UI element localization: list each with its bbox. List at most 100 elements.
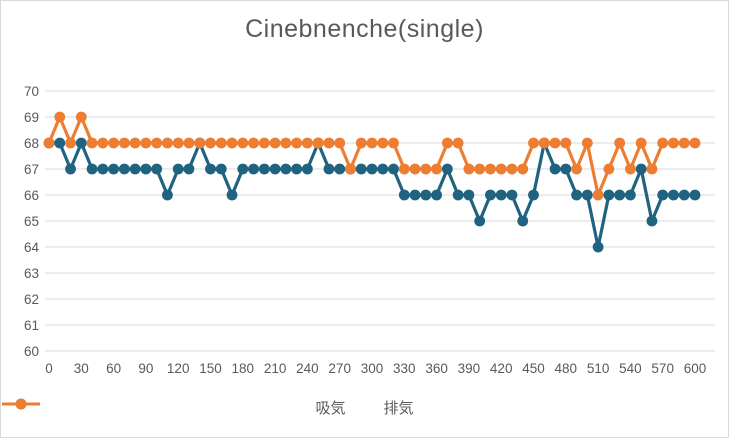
data-point — [129, 137, 141, 149]
data-point — [538, 137, 550, 149]
data-point — [140, 137, 152, 149]
y-tick-label: 66 — [24, 188, 39, 203]
data-point — [657, 189, 669, 201]
data-point — [398, 189, 410, 201]
y-tick-label: 62 — [24, 292, 39, 307]
x-tick-label: 300 — [361, 361, 384, 376]
data-point — [592, 241, 604, 253]
data-point — [668, 137, 679, 149]
x-tick-label: 210 — [264, 361, 287, 376]
data-point — [635, 163, 647, 175]
data-point — [625, 163, 636, 175]
data-point — [118, 163, 130, 175]
data-point — [398, 163, 410, 175]
data-point — [194, 137, 206, 149]
data-point — [549, 137, 561, 149]
data-point — [528, 137, 539, 149]
data-point — [291, 163, 303, 175]
data-point — [118, 137, 130, 149]
data-point — [355, 137, 367, 149]
data-point — [75, 111, 87, 123]
data-point — [560, 163, 572, 175]
y-tick-label: 67 — [24, 162, 39, 177]
x-tick-label: 480 — [555, 361, 578, 376]
data-point — [140, 163, 152, 175]
data-point — [323, 163, 335, 175]
data-point — [377, 163, 389, 175]
data-point — [312, 137, 324, 149]
data-point — [97, 163, 109, 175]
data-point — [528, 189, 539, 201]
data-point — [646, 215, 658, 227]
data-point — [614, 137, 626, 149]
data-point — [151, 163, 163, 175]
data-point — [291, 137, 303, 149]
data-point — [258, 163, 270, 175]
y-tick-label: 70 — [24, 84, 39, 99]
data-point — [614, 189, 626, 201]
data-point — [366, 137, 378, 149]
data-point — [355, 163, 367, 175]
legend-label: 吸気 — [315, 400, 346, 417]
data-point — [560, 137, 572, 149]
y-tick-label: 69 — [24, 110, 39, 125]
data-point — [495, 163, 507, 175]
data-point — [162, 189, 173, 201]
data-point — [215, 137, 227, 149]
data-point — [151, 137, 163, 149]
data-point — [581, 189, 593, 201]
data-point — [280, 137, 292, 149]
data-point — [237, 163, 249, 175]
chart-title: Cinebnenche(single) — [245, 15, 484, 43]
legend-item-吸気[interactable]: 吸気 — [2, 397, 346, 418]
x-tick-label: 90 — [138, 361, 153, 376]
data-point — [517, 215, 529, 227]
data-point — [162, 137, 173, 149]
data-point — [215, 163, 227, 175]
data-point — [65, 163, 76, 175]
data-point — [269, 163, 281, 175]
x-tick-label: 120 — [167, 361, 190, 376]
data-point — [431, 163, 442, 175]
x-tick-label: 450 — [522, 361, 545, 376]
x-tick-label: 570 — [651, 361, 674, 376]
data-point — [65, 137, 76, 149]
data-point — [43, 137, 55, 149]
x-tick-label: 390 — [458, 361, 481, 376]
data-point — [302, 137, 313, 149]
data-point — [205, 163, 216, 175]
data-point — [226, 137, 238, 149]
data-point — [226, 189, 238, 201]
data-point — [172, 163, 184, 175]
data-point — [420, 189, 432, 201]
data-point — [485, 163, 496, 175]
data-point — [678, 189, 690, 201]
data-point — [495, 189, 507, 201]
data-point — [183, 137, 195, 149]
data-point — [129, 163, 141, 175]
x-tick-label: 600 — [684, 361, 707, 376]
x-tick-label: 540 — [619, 361, 642, 376]
data-point — [603, 189, 615, 201]
legend: 吸気 排気 — [1, 397, 728, 418]
data-point — [258, 137, 270, 149]
data-point — [280, 163, 292, 175]
data-point — [689, 189, 701, 201]
data-point — [549, 163, 561, 175]
data-point — [420, 163, 432, 175]
y-tick-label: 65 — [24, 214, 39, 229]
data-point — [452, 137, 464, 149]
legend-item-排気[interactable]: 排気 — [2, 397, 414, 418]
data-point — [441, 163, 453, 175]
data-point — [603, 163, 615, 175]
data-point — [108, 137, 119, 149]
data-point — [248, 137, 259, 149]
data-point — [86, 137, 98, 149]
data-point — [517, 163, 529, 175]
data-point — [75, 137, 87, 149]
y-tick-label: 63 — [24, 266, 39, 281]
data-point — [409, 163, 421, 175]
data-point — [205, 137, 216, 149]
legend-marker-icon — [2, 398, 40, 410]
